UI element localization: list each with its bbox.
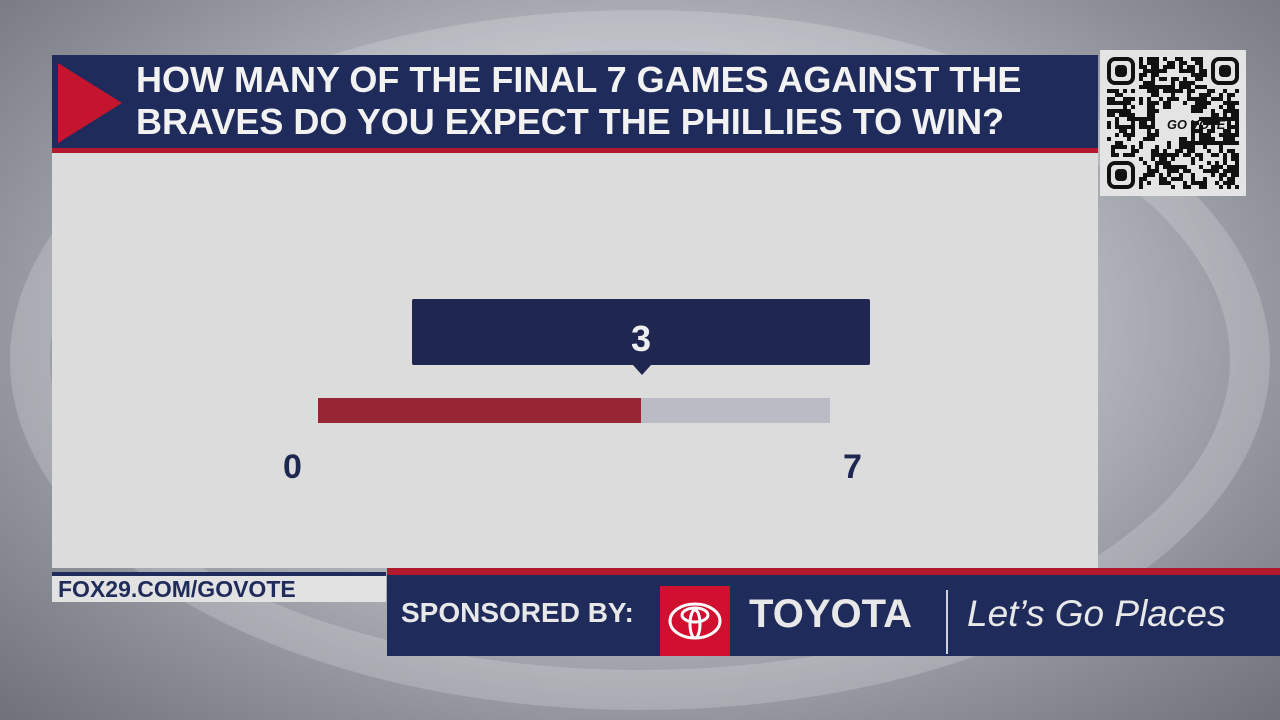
qr-code[interactable]: GO VOTE	[1100, 50, 1246, 196]
go-vote-logo: GO VOTE	[1167, 117, 1226, 132]
divider	[946, 590, 948, 654]
toyota-logo-icon	[660, 586, 730, 656]
sponsor-bar: SPONSORED BY: TOYOTA Let’s Go Places	[387, 568, 1280, 656]
max-label: 7	[843, 448, 862, 486]
result-slider-track	[318, 398, 830, 423]
play-triangle-icon	[58, 63, 122, 143]
answer-bubble: 3	[412, 299, 870, 375]
vote-url[interactable]: FOX29.COM/GOVOTE	[52, 572, 386, 602]
result-slider-fill	[318, 398, 641, 423]
question-header: HOW MANY OF THE FINAL 7 GAMES AGAINST TH…	[52, 55, 1098, 153]
brand-name: TOYOTA	[749, 592, 912, 636]
min-label: 0	[283, 448, 302, 486]
sponsored-by-label: SPONSORED BY:	[401, 597, 634, 628]
question-title: HOW MANY OF THE FINAL 7 GAMES AGAINST TH…	[136, 59, 1022, 142]
tagline: Let’s Go Places	[967, 593, 1226, 634]
